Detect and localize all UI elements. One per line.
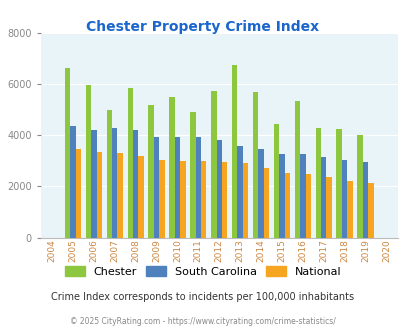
Legend: Chester, South Carolina, National: Chester, South Carolina, National — [61, 263, 344, 280]
Bar — [180, 161, 185, 238]
Bar — [367, 183, 373, 238]
Bar — [91, 130, 96, 238]
Bar — [132, 130, 138, 238]
Bar — [65, 68, 70, 238]
Bar — [362, 162, 367, 238]
Bar — [200, 161, 206, 238]
Text: Crime Index corresponds to incidents per 100,000 inhabitants: Crime Index corresponds to incidents per… — [51, 292, 354, 302]
Bar — [294, 101, 299, 238]
Bar — [242, 163, 248, 238]
Bar — [117, 153, 123, 238]
Text: Chester Property Crime Index: Chester Property Crime Index — [86, 20, 319, 34]
Bar — [75, 149, 81, 238]
Bar — [222, 162, 227, 238]
Bar — [148, 105, 153, 238]
Bar — [305, 174, 310, 238]
Bar — [138, 156, 143, 238]
Bar — [211, 90, 216, 238]
Bar — [112, 128, 117, 238]
Bar — [190, 112, 195, 238]
Bar — [195, 137, 200, 238]
Bar — [273, 124, 279, 238]
Bar — [107, 110, 112, 238]
Bar — [216, 140, 222, 238]
Bar — [252, 92, 258, 238]
Bar — [85, 85, 91, 238]
Bar — [279, 154, 284, 238]
Bar — [263, 168, 269, 238]
Bar — [284, 173, 289, 238]
Bar — [315, 128, 320, 238]
Bar — [237, 146, 242, 238]
Bar — [258, 149, 263, 238]
Bar — [320, 157, 326, 238]
Bar — [336, 129, 341, 238]
Bar — [231, 65, 237, 238]
Bar — [299, 154, 305, 238]
Bar — [346, 181, 352, 238]
Text: © 2025 CityRating.com - https://www.cityrating.com/crime-statistics/: © 2025 CityRating.com - https://www.city… — [70, 317, 335, 326]
Bar — [169, 97, 174, 238]
Bar — [153, 137, 159, 238]
Bar — [127, 88, 132, 238]
Bar — [356, 135, 362, 238]
Bar — [159, 160, 164, 238]
Bar — [96, 152, 102, 238]
Bar — [341, 160, 346, 238]
Bar — [174, 137, 180, 238]
Bar — [326, 177, 331, 238]
Bar — [70, 126, 75, 238]
